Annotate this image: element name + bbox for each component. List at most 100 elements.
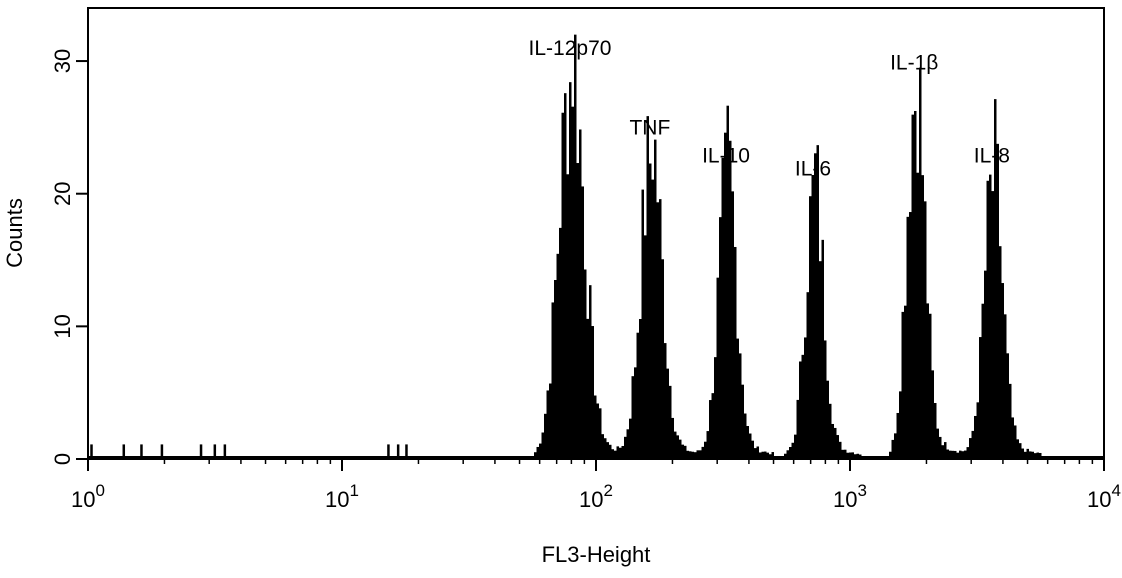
histogram-bar xyxy=(966,447,969,459)
event-spike xyxy=(160,444,164,459)
histogram-bar xyxy=(964,450,967,459)
histogram-bar xyxy=(899,391,902,459)
histogram-bar xyxy=(999,246,1002,459)
histogram-bar xyxy=(921,175,924,459)
histogram-bar xyxy=(716,277,719,459)
histogram-bar xyxy=(839,441,842,459)
histogram-bar xyxy=(946,449,949,459)
histogram-bar xyxy=(599,408,602,459)
histogram-bar xyxy=(826,380,829,459)
histogram-bar xyxy=(669,385,672,459)
histogram-bar xyxy=(586,318,589,459)
histogram-bar xyxy=(636,332,639,459)
event-spike xyxy=(405,444,408,459)
event-spike xyxy=(122,444,126,459)
histogram-bar xyxy=(766,452,769,459)
histogram-bar xyxy=(841,449,844,459)
histogram-bar xyxy=(1014,425,1017,459)
histogram-bar xyxy=(579,129,582,459)
histogram-bar xyxy=(1009,383,1012,459)
histogram-bar xyxy=(541,432,544,459)
event-spike xyxy=(396,444,400,459)
x-tick-label: 103 xyxy=(833,481,867,512)
histogram-bar xyxy=(916,172,919,459)
histogram-bar xyxy=(834,427,837,459)
histogram-bar xyxy=(569,82,572,459)
event-spike xyxy=(199,444,203,459)
event-spike xyxy=(90,444,93,459)
peak-label: IL-10 xyxy=(702,145,750,168)
histogram-bar xyxy=(734,246,737,459)
histogram-bar xyxy=(684,445,687,459)
baseline xyxy=(88,456,1104,459)
histogram-bar xyxy=(664,343,667,459)
histogram-bar xyxy=(894,433,897,459)
histogram-bar xyxy=(576,163,579,459)
x-axis-ticks: 100 101 102 103 104 xyxy=(71,459,1121,512)
histogram-bar xyxy=(1024,451,1027,459)
event-spike xyxy=(387,444,390,459)
histogram-bar xyxy=(794,434,797,459)
histogram-bar xyxy=(621,445,624,459)
histogram-bar xyxy=(691,451,694,459)
x-tick-label: 101 xyxy=(325,481,359,512)
histogram-bar xyxy=(909,212,912,459)
y-axis-ticks: 0 10 20 30 xyxy=(50,49,88,465)
histogram-bar xyxy=(666,368,669,459)
peak-label: IL-8 xyxy=(974,145,1010,168)
histogram-bars xyxy=(88,34,1104,460)
peak-label: TNF xyxy=(629,117,670,140)
histogram-bar xyxy=(891,439,894,459)
histogram-bar xyxy=(959,450,962,459)
histogram-bar xyxy=(689,451,692,459)
histogram-bar xyxy=(584,269,587,459)
histogram-bar xyxy=(749,433,752,459)
histogram-bar xyxy=(539,443,542,459)
histogram-bar xyxy=(961,451,964,459)
histogram-bar xyxy=(1006,353,1009,459)
histogram-bar xyxy=(709,400,712,459)
histogram-bar xyxy=(704,441,707,459)
histogram-bar xyxy=(1021,448,1024,459)
histogram-bar xyxy=(536,446,539,459)
histogram-bar xyxy=(624,436,627,459)
histogram-bar xyxy=(554,280,557,459)
histogram-bar xyxy=(901,311,904,459)
histogram-bar xyxy=(561,112,564,460)
histogram-bar xyxy=(534,452,537,459)
histogram-bar xyxy=(656,202,659,460)
histogram-bar xyxy=(606,442,609,459)
histogram-bar xyxy=(804,337,807,459)
y-tick-label: 20 xyxy=(50,181,75,205)
histogram-bar xyxy=(639,319,642,459)
histogram-bar xyxy=(849,452,852,459)
histogram-bar xyxy=(626,429,629,459)
histogram-bar xyxy=(941,445,944,459)
histogram-bar xyxy=(721,157,724,459)
histogram-bar xyxy=(989,174,992,459)
histogram-bar xyxy=(991,191,994,459)
histogram-bar xyxy=(681,444,684,459)
histogram-bar xyxy=(544,413,547,459)
histogram-bar xyxy=(811,175,814,459)
histogram-bar xyxy=(661,259,664,459)
histogram-bar xyxy=(694,452,697,459)
histogram-bar xyxy=(631,376,634,459)
histogram-bar xyxy=(604,438,607,459)
histogram-bar xyxy=(896,412,899,459)
histogram-bar xyxy=(724,132,727,459)
histogram-bar xyxy=(729,140,732,459)
histogram-bar xyxy=(809,196,812,459)
histogram-bar xyxy=(609,444,612,459)
histogram-bar xyxy=(974,415,977,459)
histogram-bar xyxy=(799,361,802,459)
peak-label: IL-6 xyxy=(795,158,831,181)
histogram-bar xyxy=(919,67,922,459)
histogram-bar xyxy=(786,450,789,459)
histogram-bar xyxy=(1031,451,1034,459)
histogram-bar xyxy=(956,452,959,459)
histogram-bar xyxy=(836,435,839,459)
histogram-bar xyxy=(571,106,574,460)
histogram-bar xyxy=(654,139,657,459)
